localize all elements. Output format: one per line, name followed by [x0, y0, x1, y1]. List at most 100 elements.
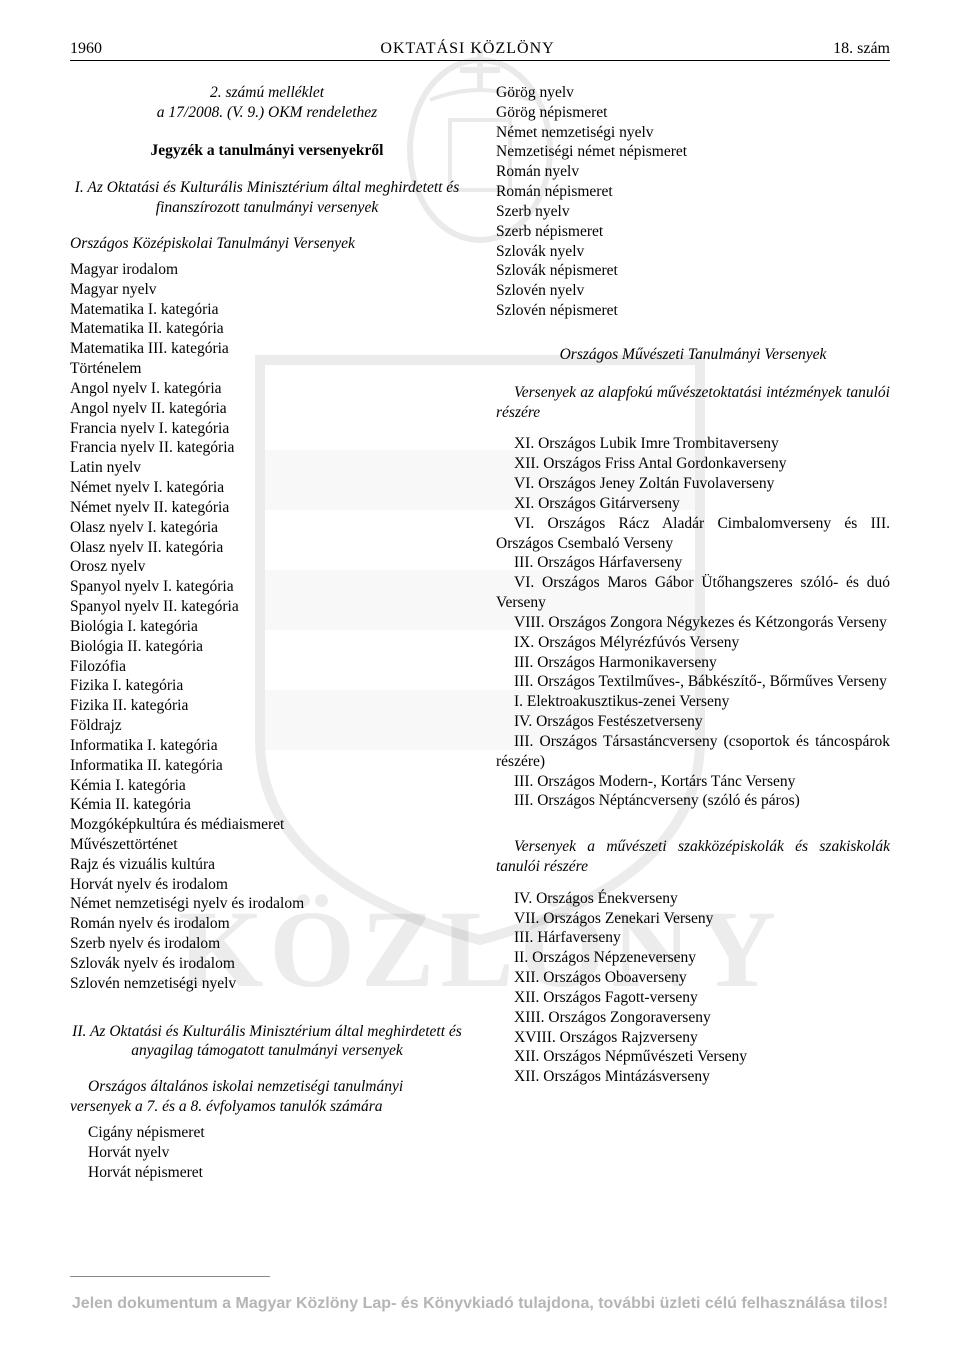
list-item: Francia nyelv I. kategória: [70, 419, 464, 439]
list-item: IV. Országos Énekverseny: [496, 889, 890, 909]
list-item: Fizika II. kategória: [70, 696, 464, 716]
list-item: Horvát nyelv és irodalom: [70, 875, 464, 895]
list-item: XII. Országos Oboaverseny: [496, 968, 890, 988]
list-item: Biológia I. kategória: [70, 617, 464, 637]
art-sub2-list: IV. Országos Énekverseny VII. Országos Z…: [496, 889, 890, 1087]
list-item: Román nyelv és irodalom: [70, 914, 464, 934]
list-item: Szlovák népismeret: [496, 261, 890, 281]
footer-note: Jelen dokumentum a Magyar Közlöny Lap- é…: [70, 1295, 890, 1313]
header-page-number: 1960: [70, 40, 102, 58]
list-item: Német nemzetiségi nyelv és irodalom: [70, 894, 464, 914]
list-item: Rajz és vizuális kultúra: [70, 855, 464, 875]
list-item: Filozófia: [70, 657, 464, 677]
attachment-heading: 2. számú melléklet a 17/2008. (V. 9.) OK…: [70, 83, 464, 123]
list-item: III. Hárfaverseny: [496, 928, 890, 948]
list-item: Matematika I. kategória: [70, 300, 464, 320]
page-header: 1960 OKTATÁSI KÖZLÖNY 18. szám: [70, 40, 890, 61]
cont-list: Görög nyelv Görög népismeret Német nemze…: [496, 83, 890, 321]
list-item: IV. Országos Festészetverseny: [496, 712, 890, 732]
list-item: Horvát népismeret: [70, 1163, 464, 1183]
list-item: Német nyelv I. kategória: [70, 478, 464, 498]
list-item: Nemzetiségi német népismeret: [496, 142, 890, 162]
sub1-list: Magyar irodalom Magyar nyelv Matematika …: [70, 260, 464, 994]
list-item: Magyar irodalom: [70, 260, 464, 280]
section2-title: II. Az Oktatási és Kulturális Minisztéri…: [70, 1022, 464, 1062]
list-item: Német nyelv II. kategória: [70, 498, 464, 518]
list-item: XI. Országos Gitárverseny: [496, 494, 890, 514]
list-item: II. Országos Népzeneverseny: [496, 948, 890, 968]
list-item: Szlovák nyelv és irodalom: [70, 954, 464, 974]
list-item: Kémia II. kategória: [70, 795, 464, 815]
list-item: Magyar nyelv: [70, 280, 464, 300]
list-item: Matematika II. kategória: [70, 319, 464, 339]
list-item: Történelem: [70, 359, 464, 379]
sub2-list: Cigány népismeret Horvát nyelv Horvát né…: [70, 1123, 464, 1182]
list-item: Szlovák nyelv: [496, 242, 890, 262]
list-item: Szerb nyelv és irodalom: [70, 934, 464, 954]
list-item: Fizika I. kategória: [70, 676, 464, 696]
list-item: Orosz nyelv: [70, 557, 464, 577]
list-item: Spanyol nyelv II. kategória: [70, 597, 464, 617]
list-item: Kémia I. kategória: [70, 776, 464, 796]
list-item: Horvát nyelv: [70, 1143, 464, 1163]
list-item: XII. Országos Friss Antal Gordonkaversen…: [496, 454, 890, 474]
list-item: Angol nyelv II. kategória: [70, 399, 464, 419]
attachment-line2: a 17/2008. (V. 9.) OKM rendelethez: [70, 103, 464, 123]
list-item: III. Országos Néptáncverseny (szóló és p…: [496, 791, 890, 811]
list-item: Informatika II. kategória: [70, 756, 464, 776]
list-item: Cigány népismeret: [70, 1123, 464, 1143]
list-item: XII. Országos Népművészeti Verseny: [496, 1047, 890, 1067]
list-item: Angol nyelv I. kategória: [70, 379, 464, 399]
list-item: III. Országos Harmonikaverseny: [496, 653, 890, 673]
list-item: Szlovén nyelv: [496, 281, 890, 301]
list-item: Latin nyelv: [70, 458, 464, 478]
list-item: XIII. Országos Zongoraverseny: [496, 1008, 890, 1028]
list-item: Matematika III. kategória: [70, 339, 464, 359]
list-item: IX. Országos Mélyrézfúvós Verseny: [496, 633, 890, 653]
list-item: Olasz nyelv I. kategória: [70, 518, 464, 538]
list-item: III. Országos Hárfaverseny: [496, 553, 890, 573]
list-item: Szerb nyelv: [496, 202, 890, 222]
art-sub1-title: Versenyek az alapfokú művészetoktatási i…: [496, 383, 890, 423]
list-item: XII. Országos Fagott-verseny: [496, 988, 890, 1008]
list-item: XII. Országos Mintázásverseny: [496, 1067, 890, 1087]
list-item: Biológia II. kategória: [70, 637, 464, 657]
list-item: Francia nyelv II. kategória: [70, 438, 464, 458]
list-item: III. Országos Textilműves-, Bábkészítő-,…: [496, 672, 890, 692]
list-item: Földrajz: [70, 716, 464, 736]
sub1-title: Országos Középiskolai Tanulmányi Verseny…: [70, 234, 464, 254]
list-item: VII. Országos Zenekari Verseny: [496, 909, 890, 929]
list-item: Művészettörténet: [70, 835, 464, 855]
attachment-line1: 2. számú melléklet: [70, 83, 464, 103]
art-heading: Országos Művészeti Tanulmányi Versenyek: [496, 345, 890, 365]
main-title: Jegyzék a tanulmányi versenyekről: [70, 141, 464, 161]
list-item: Román nyelv: [496, 162, 890, 182]
list-item: Olasz nyelv II. kategória: [70, 538, 464, 558]
sub2-title: Országos általános iskolai nemzetiségi t…: [70, 1077, 464, 1117]
list-item: Román népismeret: [496, 182, 890, 202]
list-item: Informatika I. kategória: [70, 736, 464, 756]
list-item: III. Országos Modern-, Kortárs Tánc Vers…: [496, 772, 890, 792]
header-title: OKTATÁSI KÖZLÖNY: [380, 40, 554, 58]
list-item: XVIII. Országos Rajzverseny: [496, 1028, 890, 1048]
list-item: VI. Országos Maros Gábor Ütőhangszeres s…: [496, 573, 890, 613]
left-column: 2. számú melléklet a 17/2008. (V. 9.) OK…: [70, 83, 468, 1186]
list-item: Görög népismeret: [496, 103, 890, 123]
list-item: Szerb népismeret: [496, 222, 890, 242]
footer-rule: [70, 1276, 270, 1277]
list-item: Szlovén nemzetiségi nyelv: [70, 974, 464, 994]
list-item: I. Elektroakusztikus-zenei Verseny: [496, 692, 890, 712]
art-sub1-list: XI. Országos Lubik Imre Trombitaverseny …: [496, 434, 890, 811]
list-item: VI. Országos Rácz Aladár Cimbalomverseny…: [496, 514, 890, 554]
list-item: Spanyol nyelv I. kategória: [70, 577, 464, 597]
list-item: Német nemzetiségi nyelv: [496, 123, 890, 143]
list-item: VI. Országos Jeney Zoltán Fuvolaverseny: [496, 474, 890, 494]
list-item: Görög nyelv: [496, 83, 890, 103]
list-item: VIII. Országos Zongora Négykezes és Kétz…: [496, 613, 890, 633]
section1-title: I. Az Oktatási és Kulturális Minisztériu…: [70, 178, 464, 218]
art-sub2-title: Versenyek a művészeti szakközépiskolák é…: [496, 837, 890, 877]
list-item: III. Országos Társastáncverseny (csoport…: [496, 732, 890, 772]
list-item: Mozgóképkultúra és médiaismeret: [70, 815, 464, 835]
list-item: XI. Országos Lubik Imre Trombitaverseny: [496, 434, 890, 454]
right-column: Görög nyelv Görög népismeret Német nemze…: [492, 83, 890, 1186]
